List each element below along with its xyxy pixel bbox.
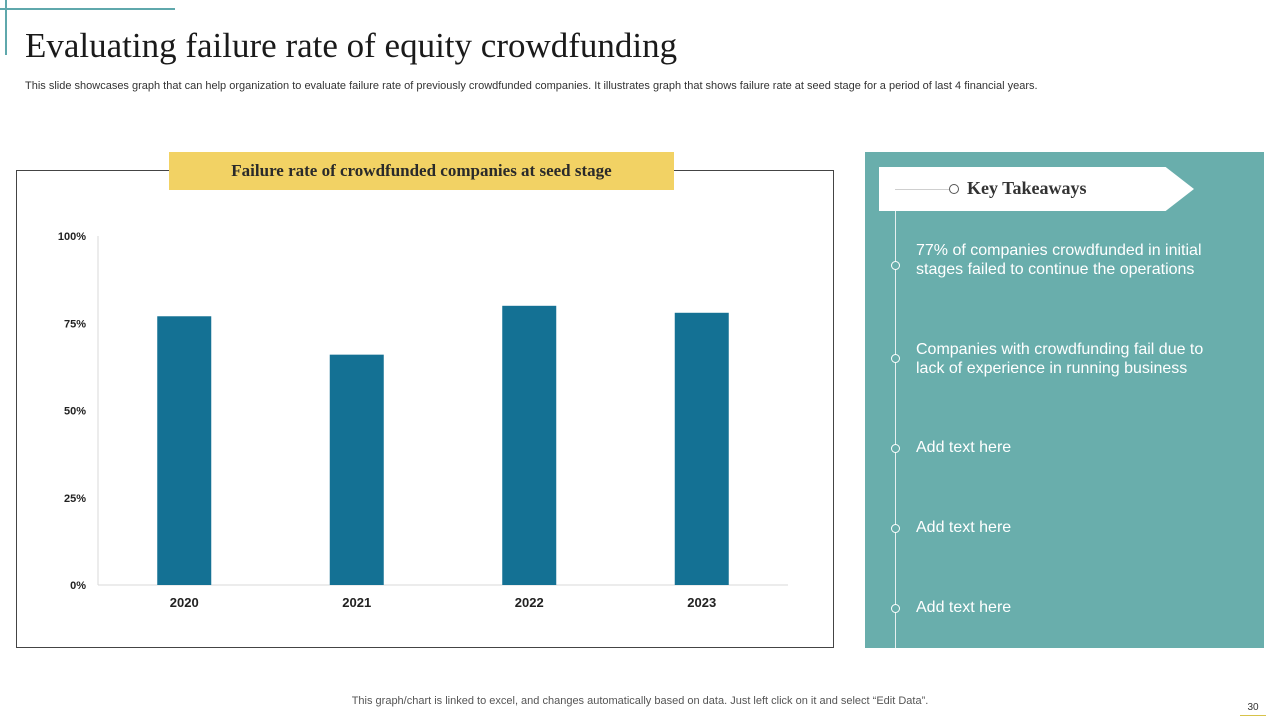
takeaway-item[interactable]: 77% of companies crowdfunded in initial … [916, 242, 1202, 278]
bar-2021[interactable] [329, 354, 384, 585]
takeaway-dot [891, 604, 900, 613]
takeaway-dot [891, 261, 900, 270]
takeaway-dot [891, 354, 900, 363]
takeaway-dot [891, 524, 900, 533]
left-accent-line [5, 0, 7, 55]
top-accent-line [0, 8, 175, 10]
key-takeaways-title: Key Takeaways [967, 178, 1087, 198]
circle-icon [949, 184, 959, 194]
timeline-line [895, 189, 896, 648]
y-tick-label: 0% [70, 580, 86, 592]
y-tick-label: 75% [64, 318, 86, 330]
footer-note: This graph/chart is linked to excel, and… [351, 695, 929, 707]
bar-chart[interactable]: 0% 25% 50% 75% 100% 2020 2021 2022 2023 [16, 170, 834, 648]
y-tick-label: 100% [58, 231, 86, 243]
timeline-connector [895, 189, 949, 190]
x-tick-label: 2022 [515, 595, 544, 610]
y-tick-label: 25% [64, 493, 86, 505]
y-tick-label: 50% [64, 406, 86, 418]
takeaway-item[interactable]: Add text here [916, 519, 1012, 536]
x-tick-label: 2023 [687, 595, 716, 610]
key-takeaways-panel [865, 152, 1264, 648]
bar-2023[interactable] [674, 312, 729, 585]
chart-title: Failure rate of crowdfunded companies at… [169, 152, 674, 190]
takeaway-item[interactable]: Companies with crowdfunding fail due to … [916, 341, 1204, 377]
slide-title: Evaluating failure rate of equity crowdf… [25, 26, 678, 65]
bar-2020[interactable] [157, 316, 212, 585]
slide-subtitle: This slide showcases graph that can help… [25, 80, 1038, 92]
bar-2022[interactable] [502, 305, 557, 585]
x-tick-label: 2021 [342, 595, 371, 610]
takeaway-item[interactable]: Add text here [916, 439, 1012, 456]
takeaway-dot [891, 444, 900, 453]
page-number-underline [1240, 715, 1266, 716]
x-tick-label: 2020 [170, 595, 199, 610]
takeaway-item[interactable]: Add text here [916, 599, 1012, 616]
page-number: 30 [1247, 702, 1259, 713]
